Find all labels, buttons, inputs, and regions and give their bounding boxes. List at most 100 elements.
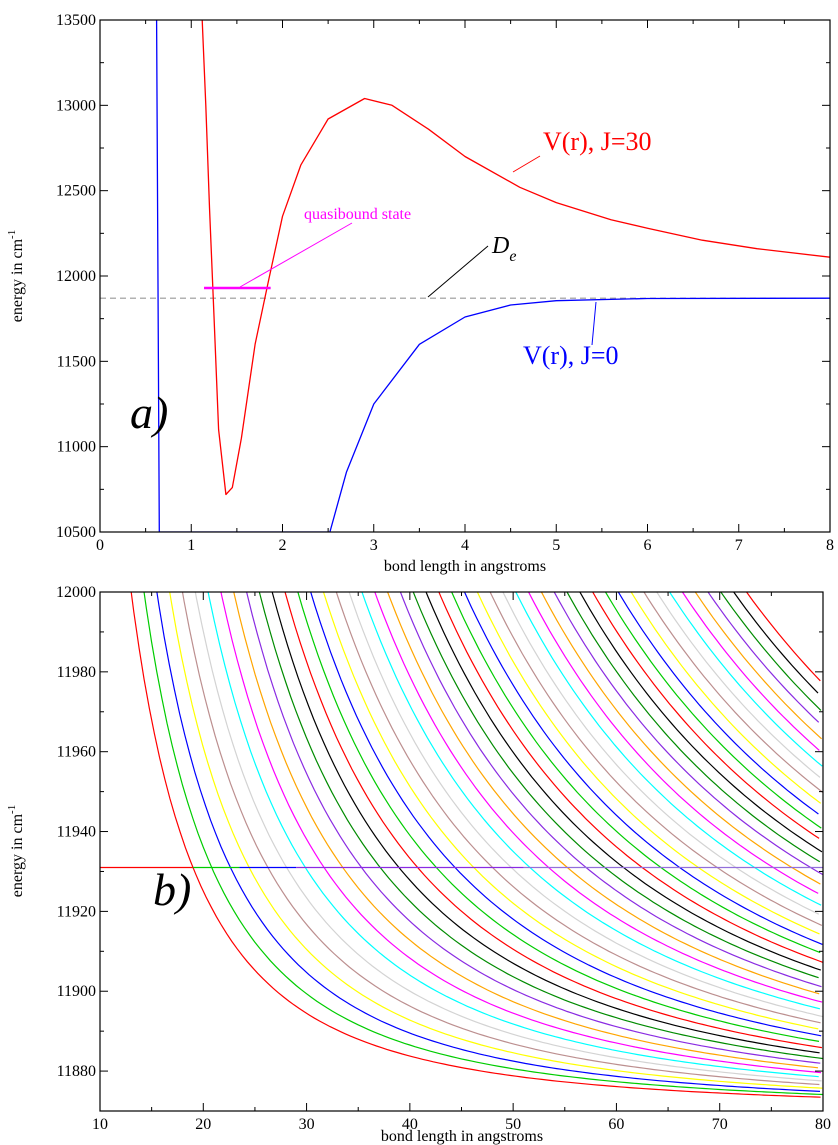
panel-b-ticks: 10 20 30 40 50 60 70 80 11880 11900 11920 11940 1196…: [56, 584, 831, 1133]
x-tick-label: 30: [299, 1116, 315, 1133]
panel-a-xlabel: bond length in angstroms: [384, 558, 546, 575]
series-line-j32: [412, 592, 819, 979]
x-tick-label: 70: [712, 1116, 728, 1133]
series-line-j47: [604, 592, 822, 829]
series-line-j41: [527, 592, 819, 894]
series-line-j14: [181, 592, 820, 1086]
series-line-j24: [310, 592, 822, 1037]
panel-b-plot-area: [100, 592, 823, 1098]
series-line-j12: [156, 592, 821, 1092]
series-line-j18: [233, 592, 819, 1069]
series-line-j15: [194, 592, 822, 1082]
series-line-j23: [297, 592, 820, 1042]
y-tick-label: 12500: [56, 183, 96, 200]
panel-b-xlabel: bond length in angstroms: [381, 1128, 543, 1145]
y-tick-label: 10500: [56, 524, 96, 541]
series-line-j28: [361, 592, 821, 1010]
series-line-j55: [707, 592, 820, 723]
series-line-j25: [322, 592, 819, 1030]
series-line-j46: [592, 592, 820, 839]
series-line-j27: [348, 592, 823, 1018]
series-line-j56: [720, 592, 822, 711]
x-tick-label: 5: [552, 537, 560, 554]
series-line-j16: [207, 592, 819, 1078]
x-tick-label: 80: [815, 1116, 831, 1133]
panel-a-ticks: 0 1 2 3 4 5 6 7 8 10500 11000 11500 12000 12500 13000 1…: [56, 12, 834, 554]
y-tick-label: 12000: [56, 584, 96, 601]
x-tick-label: 4: [461, 537, 469, 554]
series-line-j10: [130, 592, 821, 1098]
x-tick-label: 10: [92, 1116, 108, 1133]
x-tick-label: 1: [187, 537, 195, 554]
j0-leader: [591, 301, 597, 346]
series-line-j43: [553, 592, 823, 876]
y-tick-label: 11900: [57, 983, 96, 1000]
series-line-j34: [438, 592, 823, 963]
panel-a: 0 1 2 3 4 5 6 7 8 10500 11000 11500 12000 12500 13000 1…: [6, 12, 834, 575]
y-tick-label: 11920: [57, 903, 96, 920]
panel-a-letter: a): [130, 387, 168, 438]
label-j0: V(r), J=0: [523, 341, 619, 370]
quasibound-leader: [239, 222, 353, 288]
label-quasibound: quasibound state: [304, 206, 411, 223]
series-line-j20: [258, 592, 823, 1060]
series-line-j30: [386, 592, 820, 995]
y-tick-label: 13000: [56, 97, 96, 114]
x-tick-label: 50: [505, 1116, 521, 1133]
x-tick-label: 7: [735, 537, 743, 554]
panel-a-ylabel: energy in cm-1: [6, 230, 26, 322]
series-line-j40: [515, 592, 822, 906]
series-line-j50: [643, 592, 823, 793]
series-line-j53: [681, 592, 820, 751]
panel-b-frame: [99, 591, 824, 1112]
series-line-j52: [668, 592, 823, 767]
x-tick-label: 40: [402, 1116, 418, 1133]
y-tick-label: 11960: [57, 744, 96, 761]
series-line-j42: [540, 592, 821, 885]
x-tick-label: 20: [195, 1116, 211, 1133]
series-line-j36: [463, 592, 823, 945]
x-tick-label: 60: [608, 1116, 624, 1133]
j30-leader: [512, 155, 541, 173]
x-tick-label: 3: [370, 537, 378, 554]
series-line-j30: [201, 20, 830, 496]
series-line-j26: [335, 592, 821, 1024]
series-line-j13: [169, 592, 823, 1089]
y-tick-label: 11000: [57, 439, 96, 456]
y-tick-label: 12000: [56, 268, 96, 285]
label-j30: V(r), J=30: [543, 127, 652, 156]
y-tick-label: 11980: [57, 664, 96, 681]
x-tick-label: 2: [279, 537, 287, 554]
series-line-j49: [630, 592, 822, 804]
x-tick-label: 6: [644, 537, 652, 554]
y-tick-label: 13500: [56, 12, 96, 29]
series-line-j33: [425, 592, 821, 971]
panel-a-plot-area: [100, 20, 830, 532]
series-line-j35: [451, 592, 821, 954]
series-line-j22: [284, 592, 822, 1049]
series-line-j29: [374, 592, 823, 1003]
series-line-j57: [732, 592, 819, 694]
series-line-j38: [489, 592, 823, 926]
panel-b-letter: b): [153, 864, 191, 915]
series-line-j17: [220, 592, 822, 1074]
series-line-j45: [579, 592, 823, 853]
series-line-j54: [694, 592, 823, 740]
series-line-j11: [143, 592, 823, 1096]
series-line-j19: [246, 592, 821, 1064]
y-tick-label: 11500: [57, 353, 96, 370]
panel-a-frame: [99, 19, 831, 533]
series-line-j44: [566, 592, 821, 863]
series-line-j37: [476, 592, 820, 935]
series-line-j21: [271, 592, 820, 1054]
series-line-j31: [399, 592, 822, 988]
x-tick-label: 8: [826, 537, 834, 554]
series-line-j58: [745, 592, 821, 682]
series-line-j51: [656, 592, 821, 778]
panel-b-ylabel: energy in cm-1: [6, 805, 26, 897]
y-tick-label: 11880: [57, 1063, 96, 1080]
de-leader: [427, 245, 489, 298]
series-line-j48: [617, 592, 819, 815]
panel-b: 10 20 30 40 50 60 70 80 11880 11900 11920 11940 1196…: [6, 584, 831, 1145]
